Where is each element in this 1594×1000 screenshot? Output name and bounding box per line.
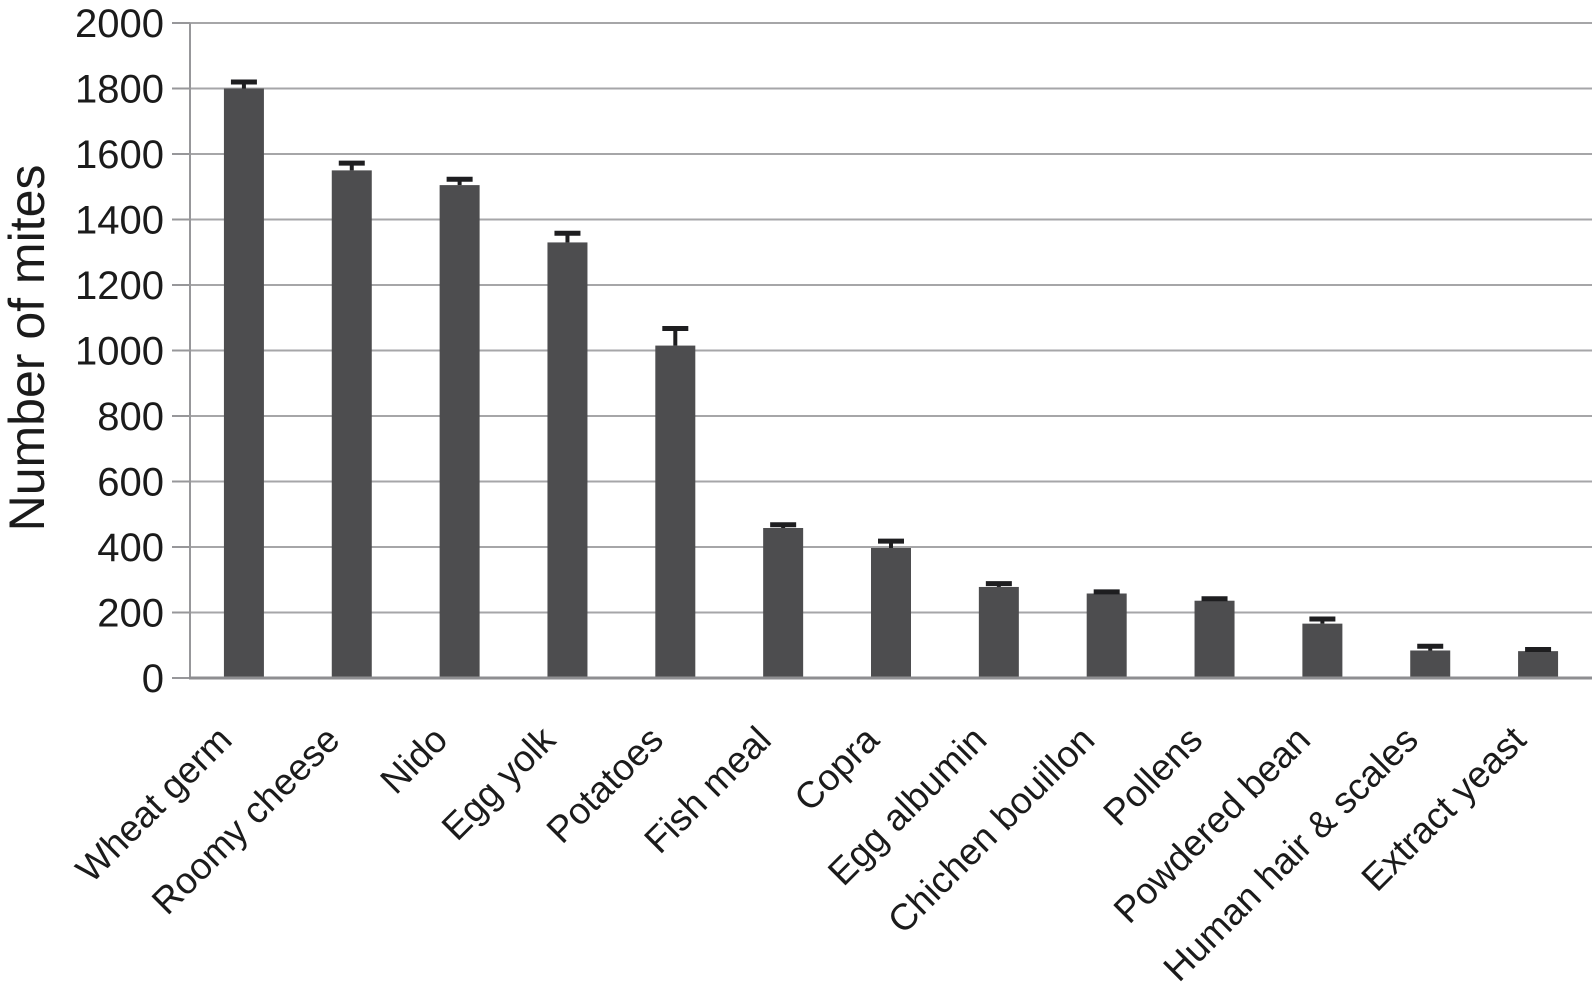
y-tick-label: 0: [142, 657, 164, 701]
y-tick-label: 1600: [75, 133, 164, 177]
bar: [1086, 593, 1127, 678]
y-tick-label: 1000: [75, 330, 164, 374]
y-tick-label: 800: [97, 395, 164, 439]
y-tick-label: 1200: [75, 264, 164, 308]
y-tick-label: 600: [97, 461, 164, 505]
x-category-label: Roomy cheese: [144, 719, 348, 923]
bar: [331, 170, 372, 678]
bar: [1194, 600, 1235, 678]
bar: [871, 547, 911, 678]
bar: [978, 586, 1019, 678]
x-category-label: Copra: [786, 718, 887, 819]
x-category-label: Powdered bean: [1106, 719, 1318, 931]
y-tick-label: 2000: [75, 2, 164, 46]
bar: [1302, 623, 1343, 678]
y-tick-label: 1800: [75, 68, 164, 112]
bar: [655, 345, 696, 678]
plot-area: 0200400600800100012001400160018002000Whe…: [68, 2, 1592, 989]
y-tick-label: 1400: [75, 199, 164, 243]
y-tick-label: 200: [97, 592, 164, 636]
bar: [439, 185, 480, 679]
bar: [763, 528, 804, 678]
y-tick-label: 400: [97, 526, 164, 570]
y-axis-title: Number of mites: [0, 165, 55, 532]
bar: [1410, 650, 1451, 678]
bar: [223, 88, 264, 678]
x-category-label: Nido: [372, 719, 455, 802]
bar: [1518, 651, 1559, 678]
x-category-label: Chichen bouillon: [880, 719, 1102, 941]
bar: [547, 242, 588, 679]
